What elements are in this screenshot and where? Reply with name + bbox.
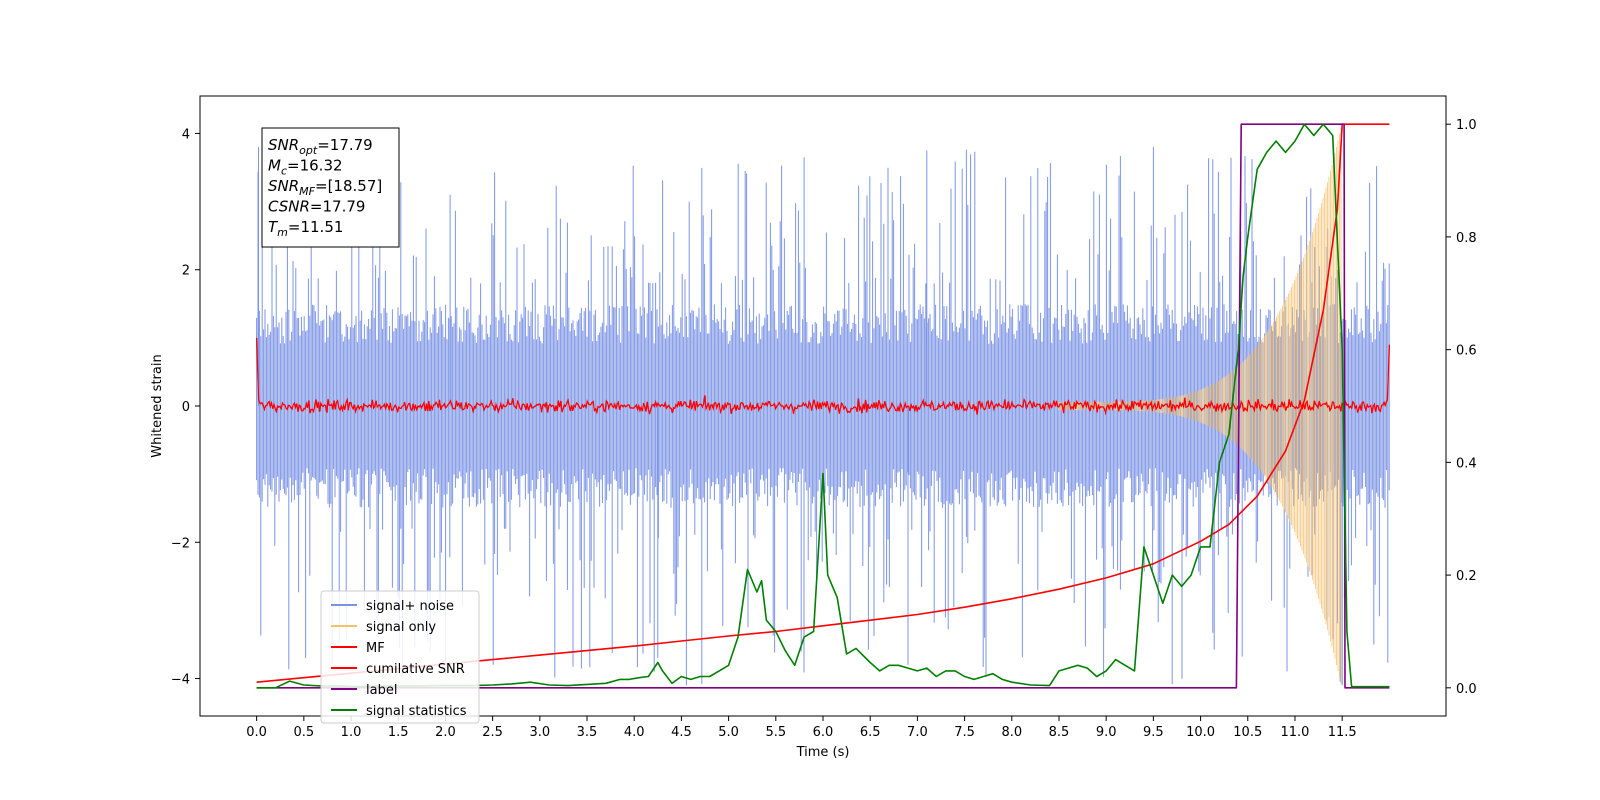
- stats-symbol: CSNR: [268, 198, 310, 216]
- stats-line: Tm=11.51: [268, 218, 343, 239]
- x-tick-label: 4.0: [624, 725, 645, 740]
- x-tick-label: 10.5: [1233, 725, 1262, 740]
- legend-label: signal+ noise: [366, 599, 454, 614]
- x-tick-label: 11.0: [1280, 725, 1309, 740]
- x-tick-label: 0.0: [246, 725, 267, 740]
- y-tick-label: 2: [182, 264, 190, 279]
- x-tick-label: 5.0: [718, 725, 739, 740]
- legend-label: label: [366, 683, 397, 698]
- x-tick-label: 2.0: [435, 725, 456, 740]
- y2-tick-label: 1.0: [1456, 118, 1477, 133]
- stats-line: Mc=16.32: [268, 157, 343, 178]
- x-tick-label: 4.5: [671, 725, 692, 740]
- y-axis-left: −4 −2 0 2 4: [171, 127, 200, 688]
- x-tick-label: 7.0: [907, 725, 928, 740]
- stats-line: SNRMF=[18.57]: [268, 177, 382, 198]
- stats-line: SNRopt=17.79: [268, 136, 373, 157]
- x-tick-label: 8.5: [1049, 725, 1070, 740]
- legend-label: cumilative SNR: [366, 662, 465, 677]
- stats-symbol: T: [268, 218, 279, 236]
- x-axis: 0.0 0.5 1.0 1.5 2.0 2.5 3.0 3.5 4.0 4.5 5.0 5.5 6.0 6…: [246, 716, 1357, 740]
- legend-label: MF: [366, 641, 385, 656]
- legend-frame: [320, 590, 480, 724]
- x-axis-title: Time (s): [796, 745, 850, 760]
- x-tick-label: 1.5: [388, 725, 409, 740]
- legend-label: signal statistics: [366, 704, 467, 719]
- stats-subscript: m: [277, 226, 288, 239]
- stats-value: =[18.57]: [315, 177, 382, 195]
- y-tick-label: 0: [182, 400, 190, 415]
- y-tick-label: −2: [171, 536, 190, 551]
- y2-tick-label: 0.4: [1456, 456, 1477, 471]
- stats-line: CSNR=17.79: [268, 198, 365, 216]
- stats-lines: SNRopt=17.79Mc=16.32SNRMF=[18.57]CSNR=17…: [268, 136, 382, 239]
- y2-tick-label: 0.6: [1456, 344, 1477, 359]
- stats-subscript: c: [281, 165, 287, 178]
- stats-value: =17.79: [310, 198, 366, 216]
- x-tick-label: 6.0: [813, 725, 834, 740]
- series-signal-plus-noise: [256, 147, 1390, 686]
- legend-entries: signal+ noise signal only MF cumilative SNR…: [331, 599, 467, 719]
- stats-symbol: SNR: [268, 136, 299, 154]
- stats-value: =16.32: [287, 157, 343, 175]
- stats-value: =11.51: [288, 218, 344, 236]
- stats-value: =17.79: [317, 136, 373, 154]
- legend-label: signal only: [366, 620, 436, 635]
- x-tick-label: 1.0: [341, 725, 362, 740]
- x-tick-label: 7.5: [954, 725, 975, 740]
- y2-tick-label: 0.0: [1456, 682, 1477, 697]
- stats-subscript: MF: [299, 185, 315, 198]
- stats-box: SNRopt=17.79Mc=16.32SNRMF=[18.57]CSNR=17…: [261, 127, 400, 248]
- series-label: [256, 123, 1390, 689]
- stats-subscript: opt: [299, 144, 318, 157]
- x-tick-label: 8.0: [1001, 725, 1022, 740]
- x-tick-label: 2.5: [482, 725, 503, 740]
- stats-symbol: M: [268, 157, 281, 175]
- y-tick-label: −4: [171, 673, 190, 688]
- x-tick-label: 3.5: [577, 725, 598, 740]
- y-tick-label: 4: [182, 127, 190, 142]
- x-tick-label: 11.5: [1328, 725, 1357, 740]
- stats-box-frame: [261, 127, 400, 248]
- y2-tick-label: 0.8: [1456, 231, 1477, 246]
- x-tick-label: 6.5: [860, 725, 881, 740]
- x-tick-label: 9.0: [1096, 725, 1117, 740]
- y2-tick-label: 0.2: [1456, 569, 1477, 584]
- x-tick-label: 5.5: [765, 725, 786, 740]
- x-tick-label: 0.5: [293, 725, 314, 740]
- x-tick-label: 9.5: [1143, 725, 1164, 740]
- stats-symbol: SNR: [268, 177, 299, 195]
- x-tick-label: 10.0: [1186, 725, 1215, 740]
- x-tick-label: 3.0: [529, 725, 550, 740]
- y-axis-title: Whitened strain: [150, 354, 165, 457]
- y-axis-right: 0.0 0.2 0.4 0.6 0.8 1.0: [1446, 118, 1477, 697]
- series-mf: [255, 337, 1391, 416]
- series-signal-statistics: [256, 123, 1390, 689]
- legend: signal+ noise signal only MF cumilative SNR…: [320, 590, 480, 724]
